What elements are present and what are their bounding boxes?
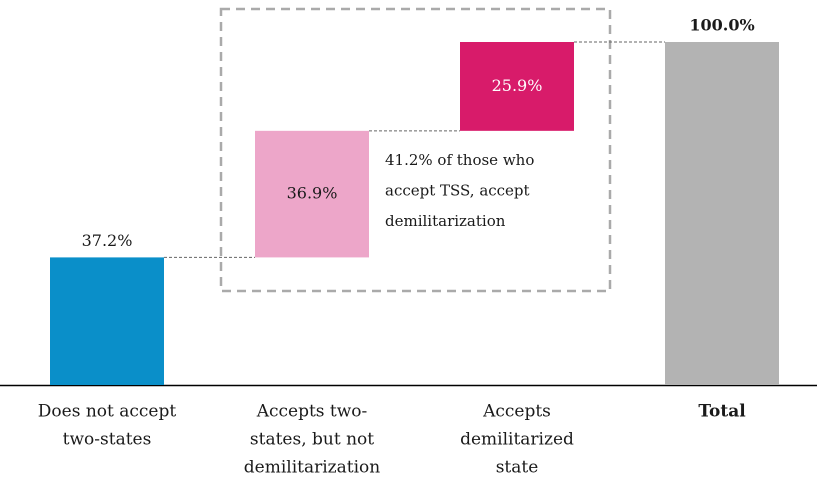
x-tick-label: Accepts two-	[256, 402, 368, 422]
annotation: 41.2% of those who	[385, 151, 534, 169]
x-tick-label: Accepts	[482, 402, 551, 422]
value-label: 37.2%	[82, 231, 133, 250]
value-label: 36.9%	[287, 184, 338, 203]
x-tick-label: two-states	[63, 430, 152, 450]
x-tick-label: Total	[698, 402, 746, 422]
bar	[665, 42, 779, 385]
annotation-box	[219, 7, 612, 293]
bar	[460, 42, 574, 131]
x-tick-label: demilitarized	[460, 430, 574, 450]
bar	[50, 257, 164, 385]
x-tick-label: states, but not	[250, 430, 374, 450]
bar	[255, 130, 369, 258]
value-label: 100.0%	[689, 16, 754, 35]
x-tick-label: state	[496, 458, 539, 478]
value-label: 25.9%	[492, 76, 543, 95]
annotation: accept TSS, accept	[385, 182, 530, 200]
annotation: demilitarization	[385, 212, 506, 230]
x-tick-label: demilitarization	[244, 458, 380, 478]
x-tick-label: Does not accept	[38, 402, 177, 422]
